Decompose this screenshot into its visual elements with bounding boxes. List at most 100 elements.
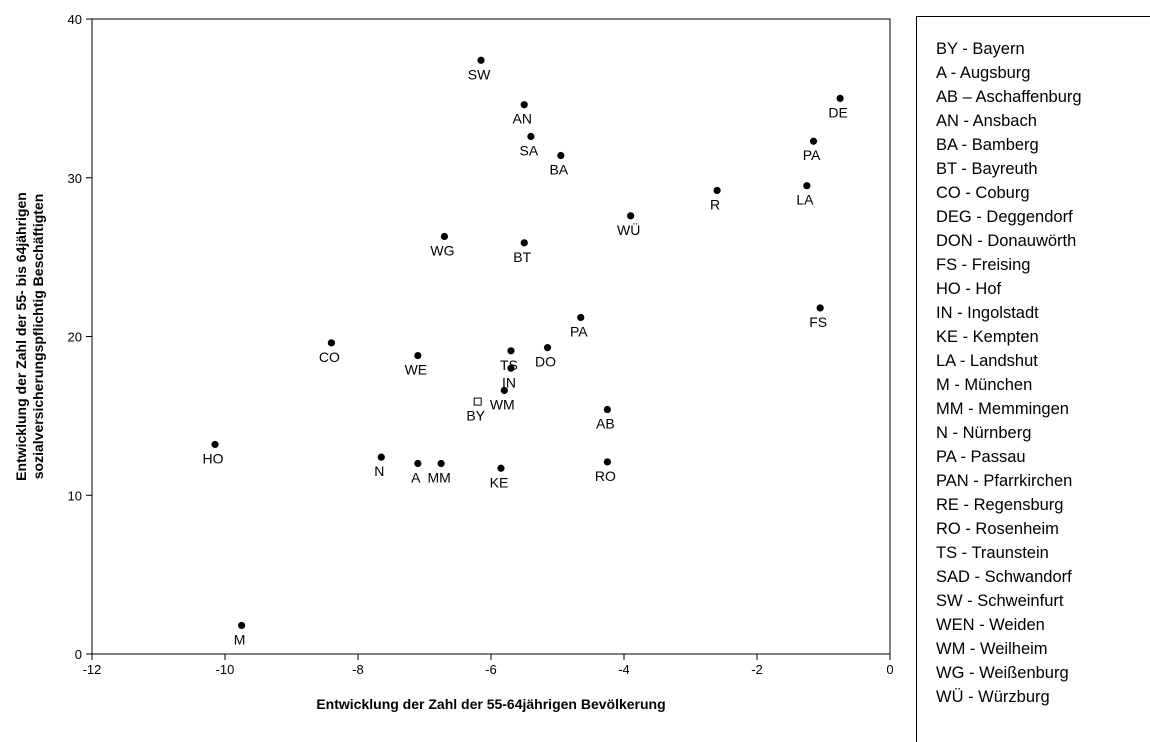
data-point <box>816 304 824 312</box>
point-label: RO <box>595 468 616 484</box>
data-point <box>543 344 552 352</box>
data-point <box>557 151 565 160</box>
data-point <box>473 397 482 406</box>
legend-item: DEG - Deggendorf <box>936 208 1073 226</box>
point-label: WÜ <box>617 221 640 238</box>
data-point <box>377 453 385 461</box>
data-point <box>577 313 585 322</box>
legend-item: FS - Freising <box>936 256 1031 274</box>
data-point <box>627 212 635 220</box>
legend-item: BT - Bayreuth <box>936 160 1038 178</box>
legend-item: M - München <box>936 376 1033 394</box>
legend-item: HO - Hof <box>936 280 1002 298</box>
point-label: BA <box>549 162 568 178</box>
legend-item: CO - Coburg <box>936 184 1030 202</box>
data-point <box>603 405 611 414</box>
legend-item: RE - Regensburg <box>936 496 1064 514</box>
x-tick-label: -12 <box>83 662 102 677</box>
x-tick-label: -2 <box>751 662 763 677</box>
legend-item: BA - Bamberg <box>936 136 1039 154</box>
point-label: FS <box>809 314 827 330</box>
point-label: AN <box>513 111 532 127</box>
point-label: KE <box>490 474 509 490</box>
data-point <box>327 339 335 347</box>
legend-item: AB – Aschaffenburg <box>936 88 1082 106</box>
data-point <box>603 458 611 466</box>
legend-item: WG - Weißenburg <box>936 664 1069 682</box>
point-label: SA <box>520 142 539 158</box>
legend-item: KE - Kempten <box>936 328 1039 346</box>
data-point <box>414 459 422 468</box>
legend: BY - Bayern A - Augsburg AB – Aschaffenbur… <box>916 16 1150 742</box>
data-point <box>497 464 505 472</box>
y-axis-title-line-2: sozialversicherungspflichtig Beschäftigt… <box>30 194 46 480</box>
data-point <box>713 186 721 195</box>
x-tick-label: -8 <box>352 662 364 677</box>
legend-item: WEN - Weiden <box>936 616 1045 634</box>
point-label: N <box>374 463 384 479</box>
data-point <box>414 351 422 360</box>
point-label: LA <box>796 192 814 208</box>
legend-item: BY - Bayern <box>936 40 1025 58</box>
data-point <box>507 364 515 372</box>
point-label: M <box>234 631 246 647</box>
data-point <box>238 621 246 630</box>
point-label: SW <box>468 66 491 82</box>
legend-item: WÜ - Würzburg <box>936 688 1050 706</box>
point-label: PA <box>803 147 821 163</box>
legend-item: IN - Ingolstadt <box>936 304 1039 322</box>
point-label: CO <box>319 349 340 365</box>
point-label: WM <box>490 396 515 412</box>
legend-item: WM - Weilheim <box>936 640 1048 658</box>
legend-item: MM - Memmingen <box>936 400 1069 418</box>
point-label: R <box>710 196 720 212</box>
data-point <box>803 182 811 190</box>
y-axis-title-line-1: Entwicklung der Zahl der 55- bis 64jähri… <box>13 192 29 481</box>
y-tick-label: 0 <box>75 647 82 662</box>
plot-frame <box>91 18 891 655</box>
axes <box>91 18 891 655</box>
data-point <box>520 239 528 247</box>
x-tick-label: -10 <box>216 662 235 677</box>
x-axis-title: Entwicklung der Zahl der 55-64jährigen B… <box>316 696 665 712</box>
y-tick-label: 10 <box>68 488 82 503</box>
data-point <box>527 132 535 141</box>
x-tick-label: -4 <box>618 662 630 677</box>
point-label: HO <box>203 450 224 466</box>
legend-item: N - Nürnberg <box>936 424 1032 442</box>
legend-item: LA - Landshut <box>936 352 1038 370</box>
legend-item: PAN - Pfarrkirchen <box>936 472 1073 490</box>
y-tick-label: 40 <box>68 12 82 27</box>
point-label: BY <box>466 408 485 424</box>
data-point <box>507 347 515 355</box>
y-tick-label: 20 <box>68 330 82 345</box>
point-label: DO <box>535 354 556 370</box>
legend-item: AN - Ansbach <box>936 112 1037 130</box>
legend-item: SAD - Schwandorf <box>936 568 1072 586</box>
legend-item: SW - Schweinfurt <box>936 592 1064 610</box>
legend-item: A - Augsburg <box>936 64 1031 82</box>
y-tick-label: 30 <box>68 171 82 186</box>
data-point <box>477 56 485 64</box>
point-label: AB <box>596 416 615 432</box>
legend-item: DON - Donauwörth <box>936 232 1077 250</box>
x-tick-label: 0 <box>886 662 893 677</box>
x-tick-label: -6 <box>485 662 497 677</box>
data-point <box>520 101 528 109</box>
point-label: IN <box>502 374 516 390</box>
data-point <box>500 386 508 395</box>
point-label: DE <box>828 104 847 120</box>
data-point <box>440 232 449 241</box>
tick-labels: -12 -10 -8 -6 -4 -2 0 0 10 20 30 40 <box>68 12 894 677</box>
data-point <box>809 137 818 145</box>
point-label: WE <box>405 362 428 378</box>
data-point <box>437 459 445 468</box>
point-label: WG <box>430 242 454 258</box>
legend-item: TS - Traunstein <box>936 544 1049 562</box>
legend-item: PA - Passau <box>936 448 1026 466</box>
data-point <box>836 94 844 102</box>
point-label: A <box>411 470 421 486</box>
legend-item: RO - Rosenheim <box>936 520 1059 538</box>
